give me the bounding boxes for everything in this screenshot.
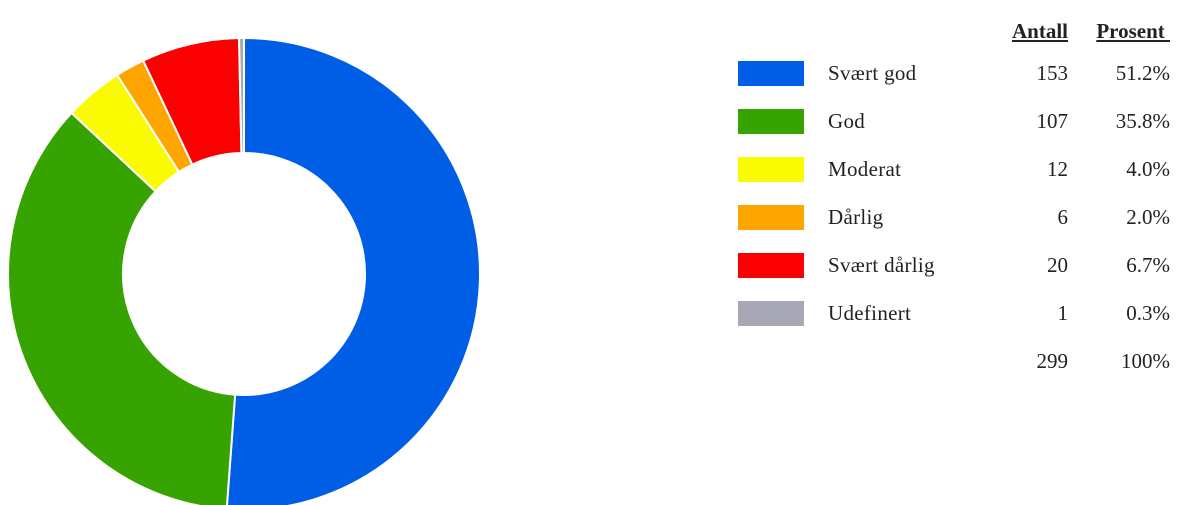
legend-row: God 107 35.8% — [738, 97, 1170, 145]
slice-god — [7, 111, 237, 505]
legend-label: Moderat — [828, 156, 902, 181]
legend-label: Svært god — [828, 60, 917, 85]
slice-svært-god — [225, 36, 481, 505]
legend-swatch-cell — [738, 145, 828, 193]
donut-chart — [7, 36, 481, 505]
legend-count: 153 — [1036, 60, 1069, 85]
legend-count: 107 — [1036, 108, 1069, 133]
legend-header-row: Antall Prosent — [738, 14, 1170, 49]
legend-swatch-cell — [738, 97, 828, 145]
legend-count: 1 — [1057, 300, 1069, 325]
legend-row: Svært dårlig 20 6.7% — [738, 241, 1170, 289]
legend-count: 20 — [1047, 252, 1068, 277]
legend-swatch — [738, 108, 804, 134]
legend-header-swatch — [738, 14, 828, 49]
legend-percent: 2.0% — [1126, 204, 1170, 229]
legend-total-label — [828, 337, 990, 385]
legend-percent: 51.2% — [1115, 60, 1170, 85]
legend-percent: 0.3% — [1126, 300, 1170, 325]
legend-row: Dårlig 6 2.0% — [738, 193, 1170, 241]
legend-percent: 35.8% — [1115, 108, 1170, 133]
legend-swatch-cell — [738, 289, 828, 337]
legend-count: 6 — [1057, 204, 1069, 229]
legend-swatch — [738, 156, 804, 182]
legend-count: 12 — [1047, 156, 1068, 181]
legend-percent: 6.7% — [1126, 252, 1170, 277]
legend-swatch — [738, 300, 804, 326]
legend-swatch — [738, 60, 804, 86]
legend-row: Svært god 153 51.2% — [738, 49, 1170, 97]
legend-header-percent: Prosent — [1096, 19, 1170, 43]
slice-udefinert — [238, 36, 245, 155]
legend-swatch-cell — [738, 241, 828, 289]
legend-row: Moderat 12 4.0% — [738, 145, 1170, 193]
legend-total-spacer — [738, 337, 828, 385]
legend-header-count: Antall — [1011, 19, 1068, 43]
legend-table: Antall Prosent Svært god 153 51.2% God 107 35… — [738, 14, 1170, 385]
legend-total-count: 299 — [1036, 348, 1069, 373]
legend-label: Svært dårlig — [828, 252, 935, 277]
legend-swatch-cell — [738, 49, 828, 97]
legend-total-row: 299 100% — [738, 337, 1171, 385]
legend-percent: 4.0% — [1126, 156, 1170, 181]
legend-label: God — [828, 108, 866, 133]
legend-swatch — [738, 204, 804, 230]
legend-label: Udefinert — [828, 300, 912, 325]
legend-swatch-cell — [738, 193, 828, 241]
legend-row: Udefinert 1 0.3% — [738, 289, 1170, 337]
legend-swatch — [738, 252, 804, 278]
legend-total-percent: 100% — [1121, 348, 1170, 373]
legend-label: Dårlig — [828, 204, 884, 229]
legend-header-label — [828, 14, 990, 49]
